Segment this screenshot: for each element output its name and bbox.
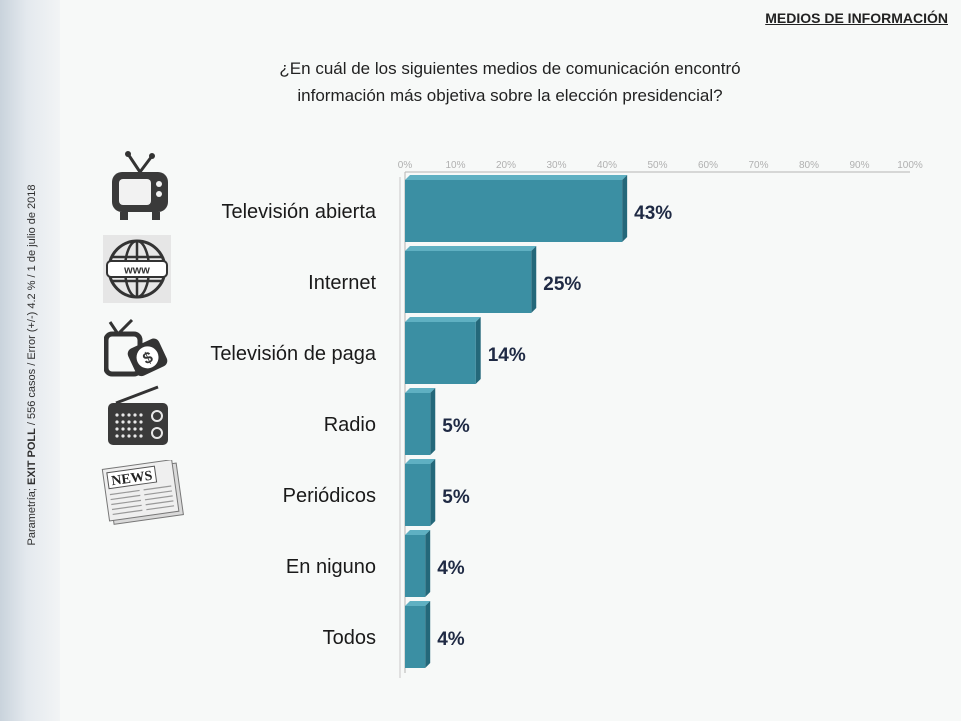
x-tick-label: 50%: [647, 160, 667, 171]
bar-top: [405, 459, 436, 464]
decorative-side-strip: [0, 0, 60, 721]
svg-text:www: www: [123, 265, 150, 277]
question-line-2: información más objetiva sobre la elecci…: [297, 86, 723, 105]
bar-side: [430, 388, 436, 455]
bar-top: [405, 175, 628, 180]
bar-top: [405, 317, 481, 322]
bar-value-label: 4%: [437, 558, 465, 579]
bar-value-label: 14%: [488, 345, 526, 366]
category-label: Televisión abierta: [221, 201, 376, 223]
newspaper-icon: NEWS: [101, 460, 184, 525]
bar-side: [622, 175, 628, 242]
x-tick-label: 30%: [546, 160, 566, 171]
question-line-1: ¿En cuál de los siguientes medios de com…: [279, 59, 741, 78]
x-tick-label: 40%: [597, 160, 617, 171]
x-tick-label: 10%: [445, 160, 465, 171]
radio-icon: [108, 385, 168, 445]
bar-side: [425, 601, 431, 668]
category-label: En niguno: [286, 556, 376, 578]
x-tick-label: 60%: [698, 160, 718, 171]
bar: [405, 606, 426, 668]
bar-value-label: 25%: [543, 274, 581, 295]
x-tick-label: 0%: [398, 160, 413, 171]
svg-text:NEWS: NEWS: [110, 469, 153, 490]
category-label: Radio: [324, 414, 376, 436]
bar-top: [405, 530, 431, 535]
tv-icon: [112, 151, 168, 220]
bar-top: [405, 601, 431, 606]
x-tick-label: 90%: [849, 160, 869, 171]
section-title: MEDIOS DE INFORMACIÓN: [765, 10, 948, 26]
bar: [405, 393, 431, 455]
bar: [405, 535, 426, 597]
bar: [405, 251, 532, 313]
bar-top: [405, 246, 537, 251]
x-tick-label: 20%: [496, 160, 516, 171]
bar-side: [430, 459, 436, 526]
category-label: Todos: [323, 627, 376, 649]
pay-tv-icon: $: [104, 318, 168, 377]
bar: [405, 322, 476, 384]
www-globe-icon: www: [103, 235, 171, 303]
bar: [405, 464, 431, 526]
survey-question: ¿En cuál de los siguientes medios de com…: [200, 55, 820, 109]
bar-value-label: 4%: [437, 629, 465, 650]
category-label: Televisión de paga: [210, 343, 377, 365]
bar-value-label: 43%: [634, 203, 672, 224]
bar-side: [531, 246, 537, 313]
bar-value-label: 5%: [442, 487, 470, 508]
category-label: Internet: [308, 272, 376, 294]
category-label: Periódicos: [283, 485, 376, 507]
bar-value-label: 5%: [442, 416, 470, 437]
bar-side: [425, 530, 431, 597]
x-tick-label: 100%: [897, 160, 923, 171]
bar-side: [475, 317, 481, 384]
bar-top: [405, 388, 436, 393]
bar: [405, 180, 623, 242]
x-tick-label: 80%: [799, 160, 819, 171]
x-tick-label: 70%: [748, 160, 768, 171]
